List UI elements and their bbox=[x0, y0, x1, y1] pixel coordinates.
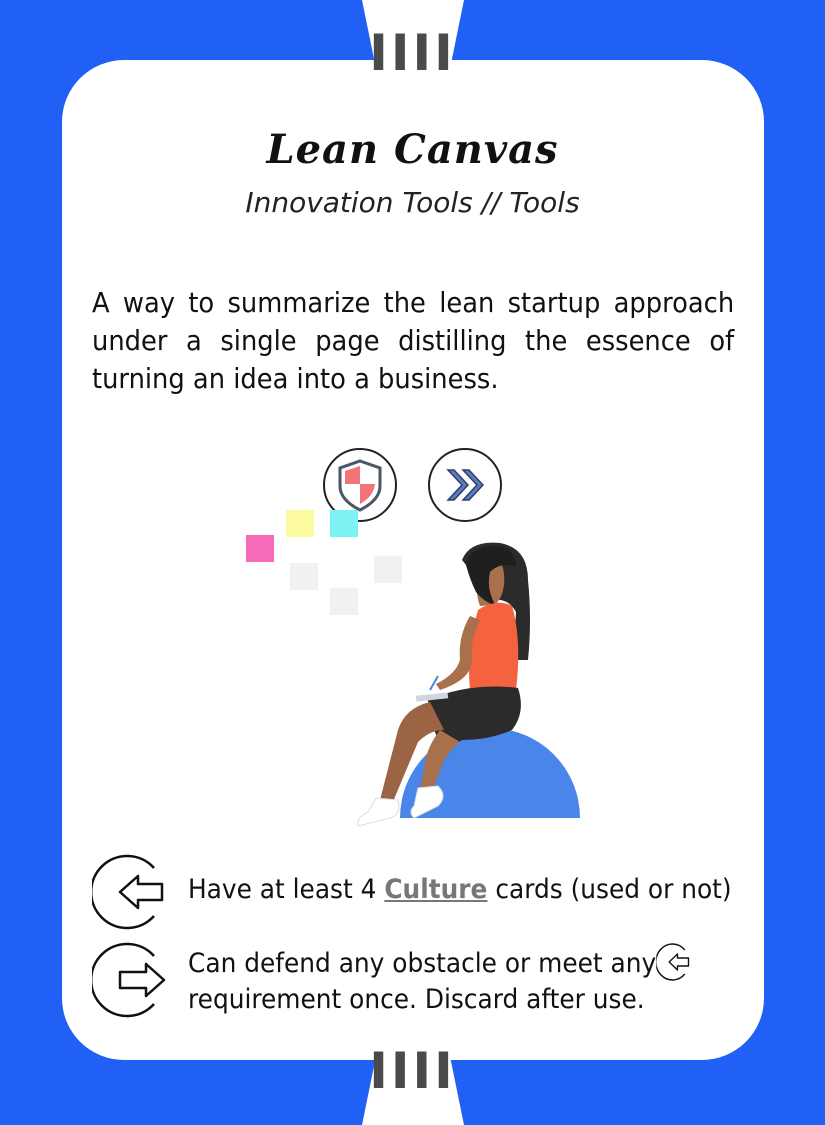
card-subtitle: Innovation Tools // Tools bbox=[245, 186, 580, 219]
rule-prefix: Have at least 4 bbox=[188, 874, 385, 905]
rule-effect-line2: requirement once. Discard after use. bbox=[188, 984, 645, 1015]
rule-effect: Can defend any obstacle or meet any requ… bbox=[92, 940, 742, 1020]
sticky-note-gray bbox=[374, 556, 402, 583]
sticky-note-gray bbox=[290, 563, 318, 590]
rule-effect-line1: Can defend any obstacle or meet any bbox=[188, 948, 657, 979]
bottom-notch bbox=[362, 1055, 464, 1125]
double-chevron-icon bbox=[428, 448, 502, 522]
card-body bbox=[62, 60, 764, 1060]
arrow-in-icon bbox=[92, 854, 164, 930]
sticky-note-yellow bbox=[286, 510, 314, 537]
rule-effect-text: Can defend any obstacle or meet any requ… bbox=[188, 942, 693, 1018]
arrow-out-icon bbox=[92, 942, 166, 1018]
culture-link[interactable]: Culture bbox=[384, 874, 488, 905]
sticky-note-gray bbox=[330, 588, 358, 615]
illustration-woman-sitting bbox=[246, 448, 580, 827]
rule-suffix: cards (used or not) bbox=[487, 874, 732, 905]
rule-requirement: Have at least 4 Culture cards (used or n… bbox=[92, 852, 742, 932]
card-title: Lean Canvas bbox=[266, 126, 559, 173]
card-number-bottom: IIII bbox=[369, 1042, 456, 1100]
shield-icon bbox=[323, 448, 397, 522]
woman-figure bbox=[357, 542, 530, 827]
arrow-in-small-icon bbox=[656, 942, 690, 981]
rule-requirement-text: Have at least 4 Culture cards (used or n… bbox=[188, 872, 732, 908]
top-notch bbox=[362, 0, 464, 70]
card-description: A way to summarize the lean startup appr… bbox=[92, 286, 735, 395]
sticky-note-pink bbox=[246, 535, 274, 562]
sticky-note-cyan bbox=[330, 510, 358, 537]
card-number-top: IIII bbox=[369, 24, 456, 82]
